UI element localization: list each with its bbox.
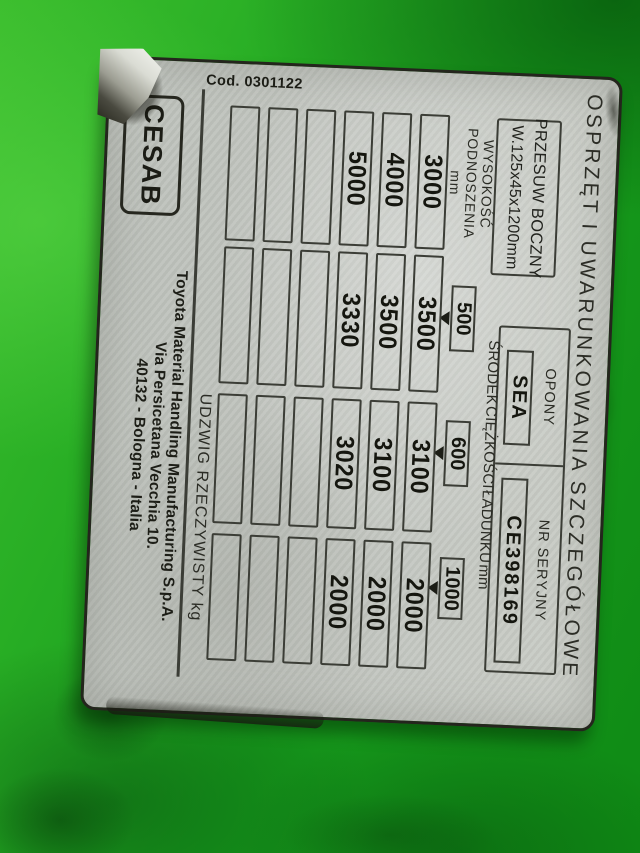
table-cell-empty [256, 247, 293, 387]
tyres-label: OPONY [539, 368, 559, 427]
data-plate: Cod. 0301122 OSPRZĘT I UWARUNKOWANIA SZC… [79, 38, 628, 732]
load-center-500: 500 [448, 285, 477, 353]
paint-smudge [250, 780, 530, 853]
table-cell-empty [250, 394, 286, 527]
table-cell-empty [212, 393, 248, 525]
attachment-size: W.125x45x1200mm [503, 124, 527, 270]
table-cell-empty [206, 533, 242, 662]
table-cell-capacity: 3100 [364, 399, 400, 531]
table-cell-empty [224, 105, 261, 242]
serial-value: CE398169 [493, 477, 529, 664]
load-center-1000: 1000 [437, 557, 465, 621]
table-cell-capacity: 2000 [358, 539, 394, 668]
table-cell-height: 4000 [376, 112, 413, 249]
lift-height-header: WYSOKOŚĆ PODNOSZENIA mm [444, 115, 498, 252]
load-center-600: 600 [443, 420, 471, 488]
table-cell-empty [288, 396, 324, 528]
table-cell-empty [244, 534, 280, 663]
table-cell-height: 3000 [414, 113, 451, 250]
lift-height-header-line2: PODNOSZENIA mm [446, 127, 482, 240]
table-cell-capacity: 2000 [320, 538, 356, 667]
table-cell-capacity: 3500 [408, 254, 445, 393]
table-cell-height: 5000 [338, 110, 375, 247]
serial-label: NR SERYJNY [531, 519, 552, 622]
table-cell-empty [218, 246, 255, 385]
table-cell-capacity: 3100 [402, 401, 438, 533]
table-cell-empty [282, 536, 318, 665]
table-cell-empty [300, 108, 337, 245]
table-cell-empty [262, 107, 299, 244]
table-cell-empty [294, 249, 331, 388]
plate-code: Cod. 0301122 [205, 72, 304, 93]
table-cell-capacity: 2000 [396, 541, 432, 670]
attachment-box: PRZESUW BOCZNY W.125x45x1200mm [490, 118, 563, 279]
tyres-value: SEA [502, 349, 535, 446]
attachment-name: PRZESUW BOCZNY [525, 118, 551, 279]
table-cell-capacity: 3020 [326, 398, 362, 530]
table-cell-capacity: 3330 [332, 251, 369, 390]
table-cell-capacity: 3500 [370, 252, 407, 392]
